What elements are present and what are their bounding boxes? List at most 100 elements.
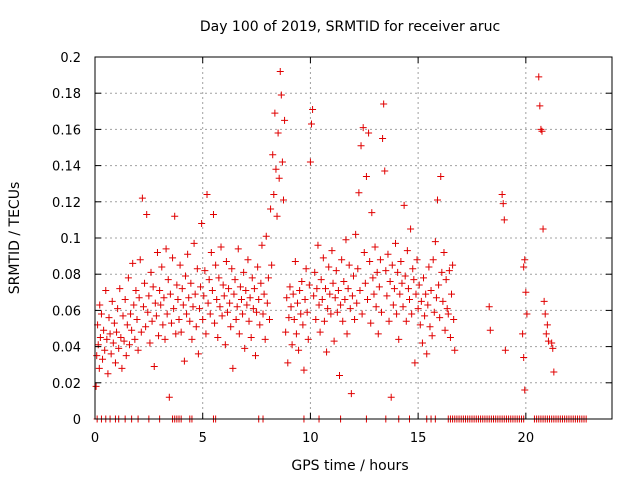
data-point [187,279,195,287]
data-point [520,263,528,271]
data-point [180,357,188,365]
data-point [208,286,216,294]
data-point [269,151,277,159]
data-point [213,296,221,304]
data-point [344,285,352,293]
data-point [177,328,185,336]
data-point [339,317,347,325]
data-point [124,274,132,282]
data-point [135,294,143,302]
chart-title: Day 100 of 2019, SRMTID for receiver aru… [200,19,500,35]
y-tick-label: 0.2 [60,51,81,66]
data-point [417,297,425,305]
data-point [114,305,122,313]
x-tick-label: 10 [302,431,319,446]
data-point [243,301,251,309]
data-point [270,191,278,199]
data-point [97,310,105,318]
data-point [521,256,529,264]
data-point [393,310,401,318]
data-point [178,285,186,293]
data-point [206,310,214,318]
data-point [399,303,407,311]
data-point [443,305,451,313]
data-point [211,319,219,327]
data-point [167,319,175,327]
data-point [261,335,269,343]
data-point [258,241,266,249]
data-point [418,339,426,347]
data-point [298,277,306,285]
data-point [441,326,449,334]
data-point [198,220,206,228]
data-point [390,285,398,293]
data-point [262,232,270,240]
data-point [191,290,199,298]
data-point [550,368,558,376]
data-point [357,142,365,150]
data-point [230,290,238,298]
data-point [329,279,337,287]
data-point [283,294,291,302]
data-point [316,328,324,336]
data-point [325,263,333,271]
data-point [303,308,311,316]
data-point [312,315,320,323]
data-point [130,301,138,309]
data-point [385,317,393,325]
data-point [332,267,340,275]
data-point [404,285,412,293]
data-point [354,265,362,273]
data-point [245,317,253,325]
data-point [307,120,315,128]
data-point [162,245,170,253]
y-tick-label: 0 [73,413,81,428]
data-point [134,346,142,354]
data-point [207,248,215,256]
data-point [220,292,228,300]
data-point [540,297,548,305]
data-point [535,73,543,81]
data-point [313,285,321,293]
data-point [356,286,364,294]
data-point [231,276,239,284]
data-point [203,191,211,199]
data-point [414,305,422,313]
data-point [426,323,434,331]
data-point [120,337,128,345]
data-point [105,314,113,322]
data-point [227,323,235,331]
data-point [226,299,234,307]
data-point [360,248,368,256]
data-point [234,245,242,253]
data-point [151,299,159,307]
data-point [343,330,351,338]
data-point [323,348,331,356]
data-point [435,281,443,289]
data-point [276,67,284,75]
y-tick-label: 0.02 [52,377,81,392]
data-point [380,100,388,108]
data-point [320,317,328,325]
data-point [215,274,223,282]
data-point [139,303,147,311]
data-point [248,274,256,282]
data-point [241,344,249,352]
data-point [108,297,116,305]
data-point [99,355,107,363]
data-point [225,285,233,293]
data-point [348,292,356,300]
data-point [331,294,339,302]
data-point [156,286,164,294]
data-point [379,134,387,142]
data-point [287,303,295,311]
data-point [260,290,268,298]
axis-ticks: 0 5 10 15 20 0 0.02 0.04 0.06 0.08 0.1 0.12 0.14 0.16… [52,51,612,446]
data-point [259,310,267,318]
data-point [389,301,397,309]
data-point [366,258,374,266]
data-point [148,317,156,325]
data-point [123,321,131,329]
data-point [318,296,326,304]
